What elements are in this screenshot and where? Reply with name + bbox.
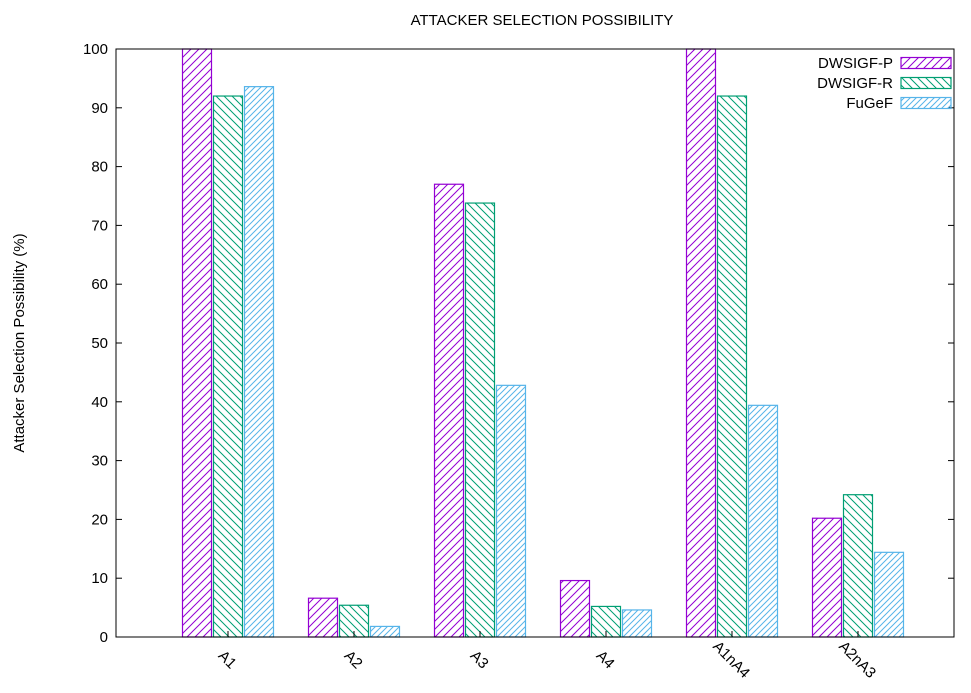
- y-axis-label: Attacker Selection Possibility (%): [11, 233, 28, 452]
- y-tick-label: 80: [91, 159, 108, 176]
- chart-title: ATTACKER SELECTION POSSIBILITY: [411, 12, 674, 29]
- bar-dwsigf-p-a2: [307, 597, 339, 638]
- bar-fugef-a1na4: [747, 404, 779, 638]
- bar-dwsigf-p-a4: [559, 579, 591, 638]
- bar-dwsigf-p-a1na4: [685, 48, 717, 638]
- legend-label: DWSIGF-P: [818, 55, 893, 72]
- bar-fugef-a2na3: [873, 551, 905, 638]
- y-tick-label: 20: [91, 511, 108, 528]
- bar-dwsigf-p-a3: [433, 183, 465, 638]
- bar-dwsigf-r-a2na3: [842, 494, 874, 638]
- bar-dwsigf-r-a1: [212, 95, 244, 638]
- bar-fugef-a4: [621, 609, 653, 638]
- x-tick-label: A2: [341, 647, 366, 672]
- y-tick-label: 70: [91, 217, 108, 234]
- bar-fugef-a2: [369, 625, 401, 638]
- legend: DWSIGF-P DWSIGF-R FuGeF: [817, 55, 952, 112]
- legend-swatch: [900, 76, 952, 90]
- bar-dwsigf-p-a2na3: [811, 517, 843, 638]
- x-tick-label: A4: [593, 647, 618, 672]
- y-tick-label: 50: [91, 335, 108, 352]
- y-tick-label: 90: [91, 100, 108, 117]
- x-tick-label: A1nA4: [709, 638, 753, 682]
- x-tick-label: A1: [215, 647, 240, 672]
- bar-fugef-a1: [243, 86, 275, 638]
- bar-fugef-a3: [495, 384, 527, 638]
- y-tick-label: 0: [100, 629, 108, 646]
- y-tick-label: 40: [91, 394, 108, 411]
- bar-dwsigf-r-a1na4: [716, 95, 748, 638]
- x-tick-label: A3: [467, 647, 492, 672]
- y-tick-label: 30: [91, 453, 108, 470]
- legend-swatch: [900, 56, 952, 70]
- legend-label: DWSIGF-R: [817, 75, 893, 92]
- legend-swatch: [900, 96, 952, 110]
- x-tick-label: A2nA3: [835, 638, 879, 682]
- y-tick-label: 10: [91, 570, 108, 587]
- bar-dwsigf-p-a1: [181, 48, 213, 638]
- bars-layer: [181, 48, 905, 638]
- y-tick-label: 100: [83, 41, 108, 58]
- y-tick-label: 60: [91, 276, 108, 293]
- legend-label: FuGeF: [846, 95, 893, 112]
- bar-dwsigf-r-a3: [464, 202, 496, 638]
